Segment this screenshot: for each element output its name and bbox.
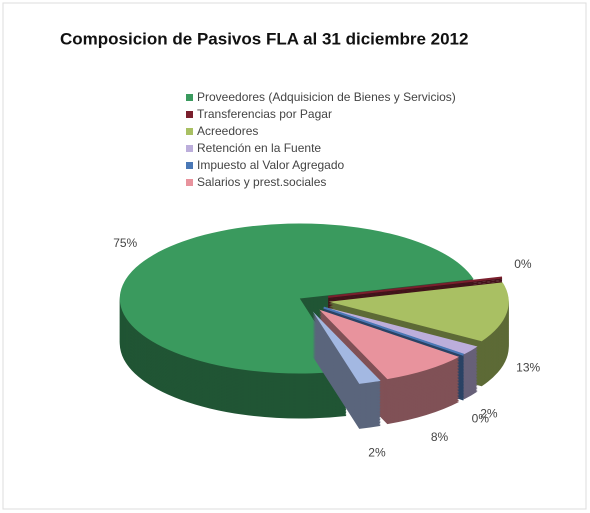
slice-top — [328, 282, 509, 342]
chart-title: Composicion de Pasivos FLA al 31 diciemb… — [60, 29, 468, 48]
slice-top — [319, 309, 460, 380]
legend-label: Impuesto al Valor Agregado — [197, 158, 345, 172]
legend-swatch — [186, 179, 193, 186]
legend-label: Transferencias por Pagar — [197, 107, 332, 121]
legend-swatch — [186, 111, 193, 118]
slice-top — [119, 223, 474, 374]
pie-slice — [312, 311, 381, 429]
data-label: 13% — [516, 361, 540, 375]
slice-top — [324, 306, 478, 355]
legend-label: Retención en la Fuente — [197, 141, 321, 155]
legend-label: Proveedores (Adquisicion de Bienes y Ser… — [197, 90, 456, 104]
data-label: 75% — [113, 236, 137, 250]
data-label: 0% — [514, 257, 532, 271]
legend-swatch — [186, 162, 193, 169]
legend-label: Salarios y prest.sociales — [197, 175, 326, 189]
legend-swatch — [186, 145, 193, 152]
data-label: 2% — [368, 445, 386, 459]
data-label: 8% — [431, 430, 449, 444]
legend-swatch — [186, 128, 193, 135]
slice-top — [312, 311, 381, 384]
legend-swatch — [186, 94, 193, 101]
data-label: 2% — [480, 406, 498, 420]
data-label: 0% — [472, 412, 490, 426]
legend-label: Acreedores — [197, 124, 258, 138]
